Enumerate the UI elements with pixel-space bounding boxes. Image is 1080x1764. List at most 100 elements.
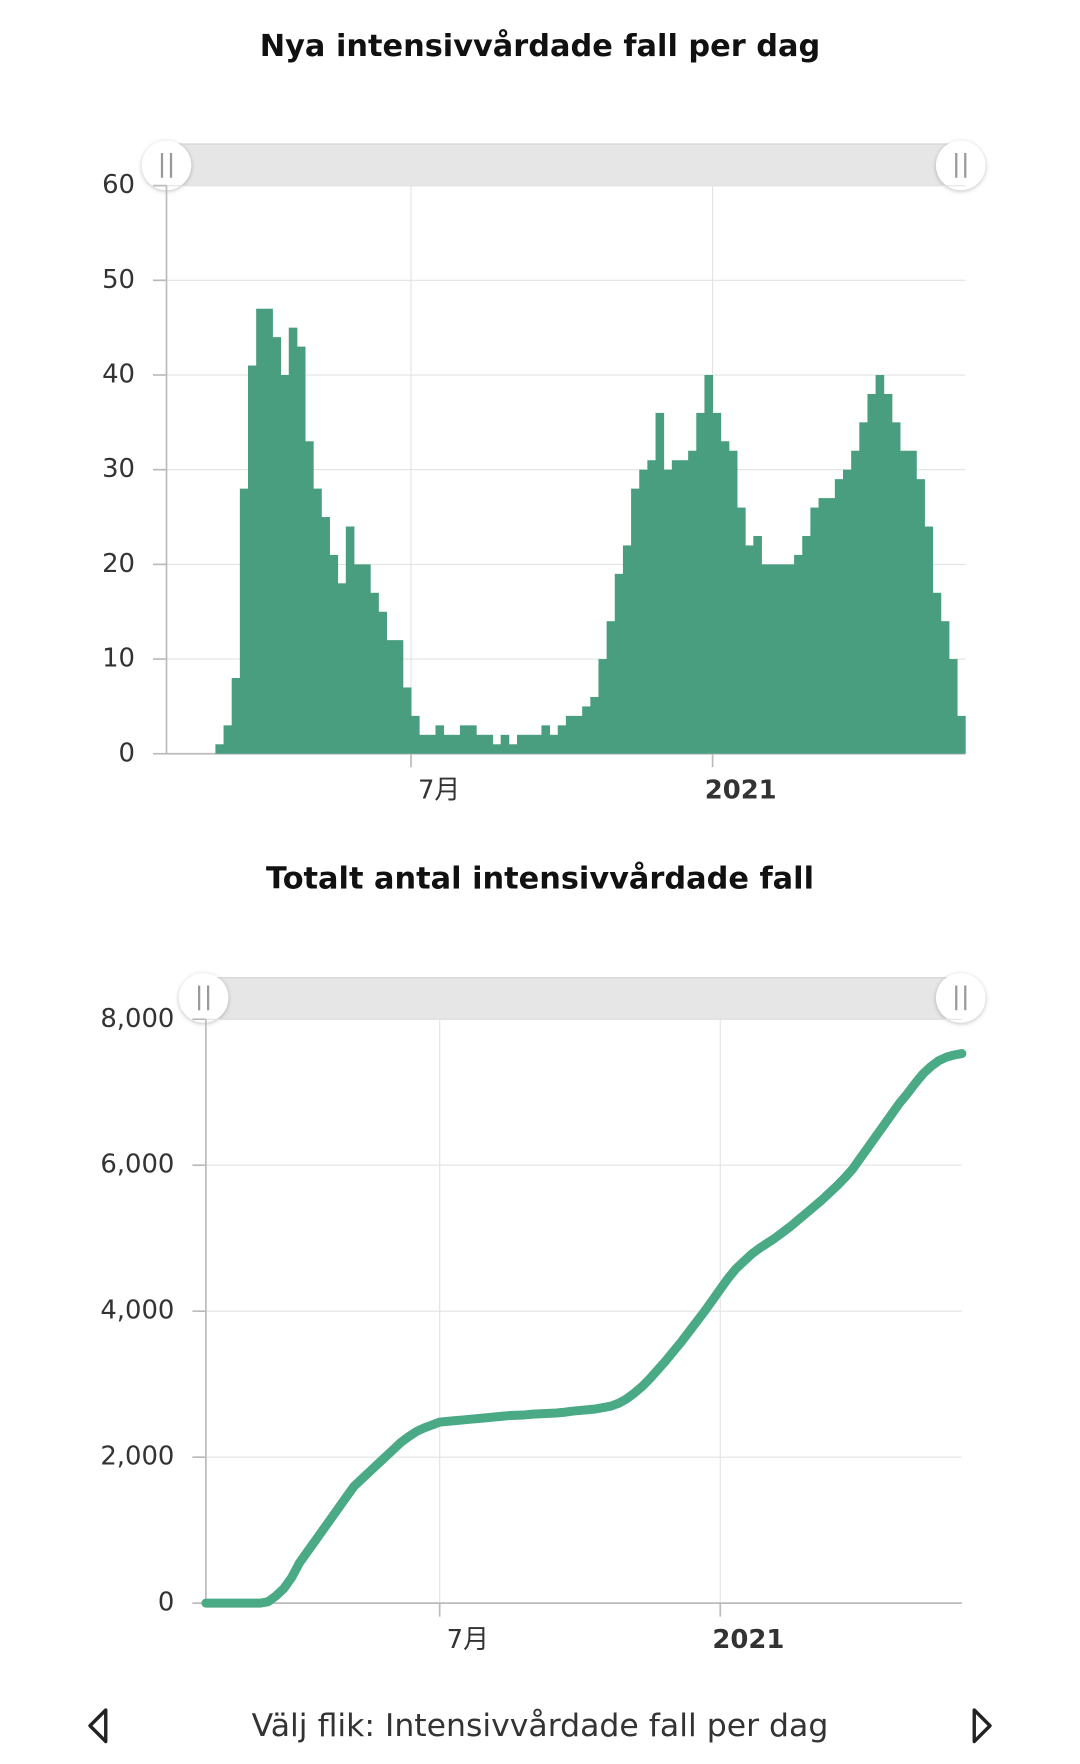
bar bbox=[794, 554, 803, 754]
bar bbox=[737, 507, 746, 754]
bar bbox=[655, 412, 665, 754]
navigator-handle[interactable] bbox=[936, 973, 986, 1023]
bar bbox=[459, 725, 469, 754]
bar bbox=[370, 592, 379, 754]
bar bbox=[288, 327, 298, 754]
bar bbox=[451, 734, 461, 754]
bar bbox=[859, 422, 868, 754]
bar bbox=[679, 460, 689, 754]
bar bbox=[231, 678, 241, 754]
bar bbox=[598, 659, 608, 754]
bar bbox=[851, 450, 860, 754]
bar bbox=[769, 564, 779, 754]
chart: 0 10 20 30 40 50 60 7月 2021 bbox=[102, 170, 966, 805]
bar bbox=[394, 640, 404, 754]
navigator[interactable] bbox=[141, 140, 986, 191]
y-tick-label: 40 bbox=[102, 360, 135, 390]
chart: 0 2,000 4,000 6,000 8,000 7月 2021 bbox=[100, 1004, 967, 1655]
bar bbox=[484, 734, 493, 754]
bar bbox=[549, 734, 559, 754]
bar bbox=[574, 715, 583, 754]
bar bbox=[516, 734, 526, 754]
bar bbox=[932, 592, 942, 754]
bar bbox=[296, 346, 306, 754]
bar bbox=[940, 621, 950, 754]
bar bbox=[622, 545, 632, 754]
navigator[interactable] bbox=[178, 973, 986, 1023]
x-tick-label: 7月 bbox=[447, 1625, 489, 1655]
bar bbox=[826, 498, 836, 754]
bar bbox=[834, 479, 844, 754]
bar bbox=[924, 526, 934, 754]
navigator-handle[interactable] bbox=[178, 973, 229, 1023]
bar bbox=[541, 725, 551, 754]
bar bbox=[647, 460, 656, 754]
y-tick-label: 2,000 bbox=[100, 1442, 174, 1472]
y-tick-label: 50 bbox=[102, 265, 135, 295]
bar bbox=[386, 640, 396, 754]
bar bbox=[223, 725, 233, 754]
bar bbox=[712, 412, 722, 754]
bar bbox=[810, 507, 819, 754]
bar bbox=[688, 450, 697, 754]
x-tick-label: 7月 bbox=[418, 775, 460, 805]
bar bbox=[728, 450, 738, 754]
bar bbox=[761, 564, 771, 754]
bar bbox=[321, 517, 330, 754]
bar bbox=[508, 744, 518, 754]
bar bbox=[720, 441, 730, 754]
tab-selector-label[interactable]: Välj flik: Intensivvårdade fall per dag bbox=[252, 1707, 829, 1744]
bar bbox=[785, 564, 795, 754]
bar bbox=[614, 573, 624, 754]
bar bbox=[900, 450, 909, 754]
chart-title: Totalt antal intensivvårdade fall bbox=[266, 860, 814, 896]
y-tick-label: 0 bbox=[119, 738, 135, 768]
bar bbox=[957, 715, 966, 754]
bar bbox=[891, 422, 901, 754]
bar bbox=[582, 706, 591, 754]
navigator-handle[interactable] bbox=[936, 140, 986, 191]
bar bbox=[753, 535, 762, 754]
x-tick-label: 2021 bbox=[705, 775, 777, 805]
bar bbox=[631, 488, 640, 754]
y-tick-label: 20 bbox=[102, 549, 135, 579]
bar bbox=[500, 734, 510, 754]
bar bbox=[533, 734, 542, 754]
x-tick-label: 2021 bbox=[712, 1625, 784, 1655]
bar bbox=[704, 375, 714, 754]
y-tick-label: 0 bbox=[158, 1588, 174, 1618]
bar bbox=[639, 469, 648, 754]
bar bbox=[745, 545, 754, 754]
chart-title: Nya intensivvårdade fall per dag bbox=[260, 28, 821, 64]
bar bbox=[590, 696, 599, 754]
bar bbox=[468, 725, 477, 754]
bar bbox=[362, 564, 371, 754]
prev-tab-arrow[interactable] bbox=[88, 1708, 108, 1744]
navigator-handle[interactable] bbox=[141, 140, 192, 191]
bar bbox=[867, 393, 877, 754]
y-tick-label: 6,000 bbox=[100, 1150, 174, 1180]
navigator-track[interactable] bbox=[165, 143, 966, 187]
bar bbox=[476, 734, 485, 754]
bar bbox=[818, 498, 828, 754]
bar bbox=[280, 375, 290, 754]
y-tick-label: 8,000 bbox=[100, 1004, 174, 1034]
bar bbox=[427, 734, 436, 754]
bar bbox=[565, 715, 575, 754]
bar bbox=[492, 744, 502, 754]
bar bbox=[916, 479, 925, 754]
bar bbox=[663, 469, 673, 754]
bar bbox=[606, 621, 616, 754]
bar bbox=[777, 564, 787, 754]
y-tick-label: 10 bbox=[102, 644, 135, 674]
bar bbox=[696, 412, 705, 754]
bar bbox=[948, 659, 958, 754]
bar bbox=[337, 583, 347, 754]
bar bbox=[908, 450, 917, 754]
bar bbox=[802, 535, 811, 754]
bar bbox=[435, 725, 445, 754]
bar bbox=[842, 469, 852, 754]
navigator-track[interactable] bbox=[205, 977, 963, 1020]
next-tab-arrow[interactable] bbox=[972, 1708, 992, 1744]
bar bbox=[329, 554, 339, 754]
